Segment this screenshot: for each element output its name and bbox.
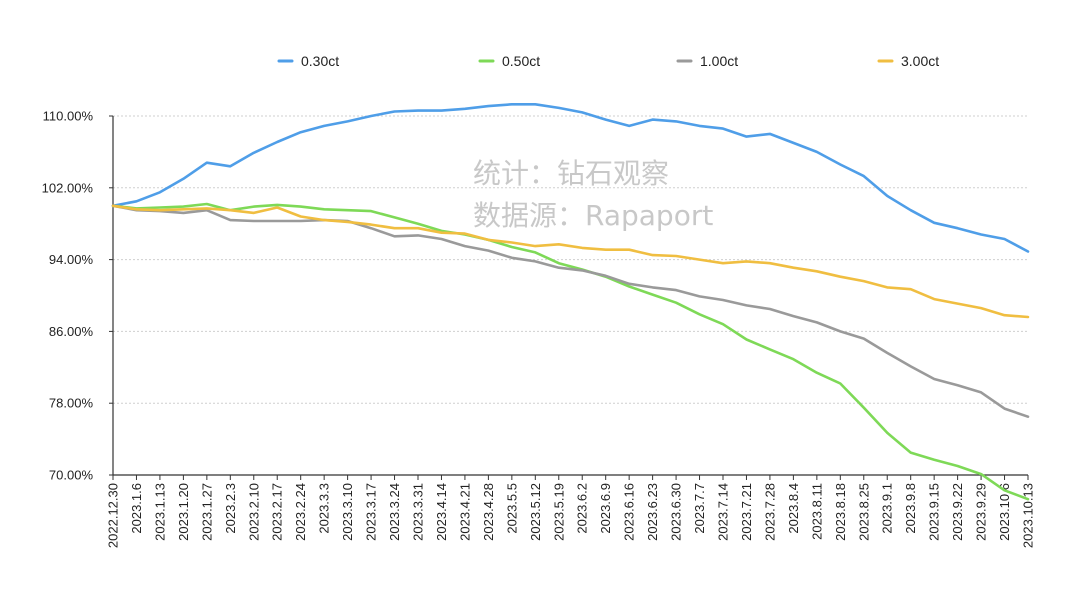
x-tick-label: 2023.1.20	[176, 483, 191, 541]
axes: 70.00% 78.00% 86.00% 94.00% 102.00% 110.00% 20…	[42, 109, 1036, 549]
legend-label: 3.00ct	[901, 53, 939, 69]
x-tick-label: 2023.5.12	[528, 483, 543, 541]
x-tick-label: 2022.12.30	[106, 483, 121, 548]
x-tick-label: 2023.1.13	[152, 483, 167, 541]
x-tick-label: 2023.10.13	[1021, 483, 1036, 548]
x-tick-label: 2023.9.22	[950, 483, 965, 541]
x-tick-label: 2023.3.24	[387, 483, 402, 541]
series-line-1.00ct	[111, 204, 1030, 419]
x-tick-label: 2023.7.14	[716, 483, 731, 541]
x-tick-label: 2023.4.21	[457, 483, 472, 541]
x-tick-label: 2023.4.14	[434, 483, 449, 541]
y-tick-label: 102.00%	[42, 180, 94, 195]
series-line-3.00ct	[111, 204, 1030, 319]
x-tick-label: 2023.3.17	[364, 483, 379, 541]
legend-label: 0.50ct	[502, 53, 540, 69]
series-line-0.50ct	[111, 202, 1030, 501]
x-tick-label: 2023.10.6	[997, 483, 1012, 541]
legend-label: 0.30ct	[301, 53, 339, 69]
x-tick-label: 2023.6.2	[575, 483, 590, 534]
series-line-0.30ct	[111, 103, 1030, 253]
x-tick-label: 2023.8.18	[833, 483, 848, 541]
x-tick-label: 2023.2.24	[293, 483, 308, 541]
watermark-text: 数据源：Rapaport	[473, 199, 713, 232]
x-tick-label: 2023.7.28	[762, 483, 777, 541]
x-tick-label: 2023.9.29	[974, 483, 989, 541]
x-tick-label: 2023.6.16	[622, 483, 637, 541]
y-tick-label: 78.00%	[49, 396, 94, 411]
x-tick-label: 2023.7.21	[739, 483, 754, 541]
x-tick-label: 2023.3.31	[411, 483, 426, 541]
series-lines	[111, 103, 1030, 501]
x-tick-label: 2023.2.10	[246, 483, 261, 541]
x-tick-label: 2023.6.9	[598, 483, 613, 534]
legend-label: 1.00ct	[700, 53, 738, 69]
y-tick-label: 110.00%	[43, 109, 94, 124]
x-tick-label: 2023.5.19	[551, 483, 566, 541]
x-tick-label: 2023.8.25	[856, 483, 871, 541]
x-tick-label: 2023.6.23	[645, 483, 660, 541]
x-tick-label: 2023.2.17	[270, 483, 285, 541]
x-tick-label: 2023.7.7	[692, 483, 707, 534]
x-tick-label: 2023.6.30	[669, 483, 684, 541]
y-tick-label: 70.00%	[49, 468, 94, 483]
x-tick-label: 2023.3.3	[317, 483, 332, 534]
x-tick-label: 2023.2.3	[223, 483, 238, 534]
x-tick-label: 2023.8.11	[809, 483, 824, 540]
x-tick-label: 2023.1.27	[199, 483, 214, 541]
x-tick-label: 2023.1.6	[129, 483, 144, 534]
y-tick-label: 86.00%	[49, 324, 94, 339]
x-tick-label: 2023.8.4	[786, 483, 801, 534]
x-tick-label: 2023.5.5	[504, 483, 519, 534]
x-tick-label: 2023.9.8	[903, 483, 918, 534]
legend: 0.30ct 0.50ct 1.00ct 3.00ct	[277, 53, 939, 69]
x-tick-label: 2023.4.28	[481, 483, 496, 541]
x-tick-label: 2023.9.15	[927, 483, 942, 541]
x-tick-label: 2023.9.1	[880, 483, 895, 534]
x-tick-label: 2023.3.10	[340, 483, 355, 541]
y-tick-label: 94.00%	[49, 252, 94, 267]
watermark-text: 统计：钻石观察	[473, 157, 669, 190]
gridlines	[113, 115, 1028, 404]
